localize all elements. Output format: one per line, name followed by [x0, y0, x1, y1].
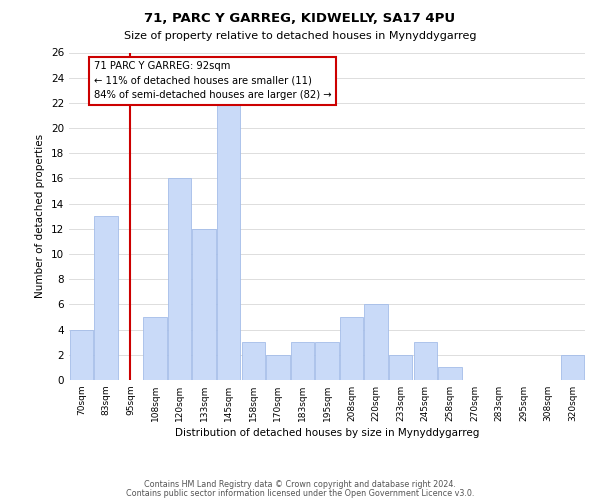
Bar [438, 368, 461, 380]
Bar [364, 304, 388, 380]
Bar [168, 178, 191, 380]
Bar [340, 317, 363, 380]
Bar [217, 103, 241, 380]
Bar [389, 355, 412, 380]
Y-axis label: Number of detached properties: Number of detached properties [35, 134, 46, 298]
Bar [94, 216, 118, 380]
Text: Contains public sector information licensed under the Open Government Licence v3: Contains public sector information licen… [126, 488, 474, 498]
Bar [291, 342, 314, 380]
X-axis label: Distribution of detached houses by size in Mynyddygarreg: Distribution of detached houses by size … [175, 428, 479, 438]
Bar [413, 342, 437, 380]
Text: Contains HM Land Registry data © Crown copyright and database right 2024.: Contains HM Land Registry data © Crown c… [144, 480, 456, 489]
Bar [193, 229, 216, 380]
Bar [143, 317, 167, 380]
Bar [561, 355, 584, 380]
Bar [316, 342, 338, 380]
Bar [70, 330, 93, 380]
Text: 71, PARC Y GARREG, KIDWELLY, SA17 4PU: 71, PARC Y GARREG, KIDWELLY, SA17 4PU [145, 12, 455, 26]
Text: 71 PARC Y GARREG: 92sqm
← 11% of detached houses are smaller (11)
84% of semi-de: 71 PARC Y GARREG: 92sqm ← 11% of detache… [94, 62, 331, 100]
Bar [266, 355, 290, 380]
Bar [242, 342, 265, 380]
Text: Size of property relative to detached houses in Mynyddygarreg: Size of property relative to detached ho… [124, 31, 476, 41]
